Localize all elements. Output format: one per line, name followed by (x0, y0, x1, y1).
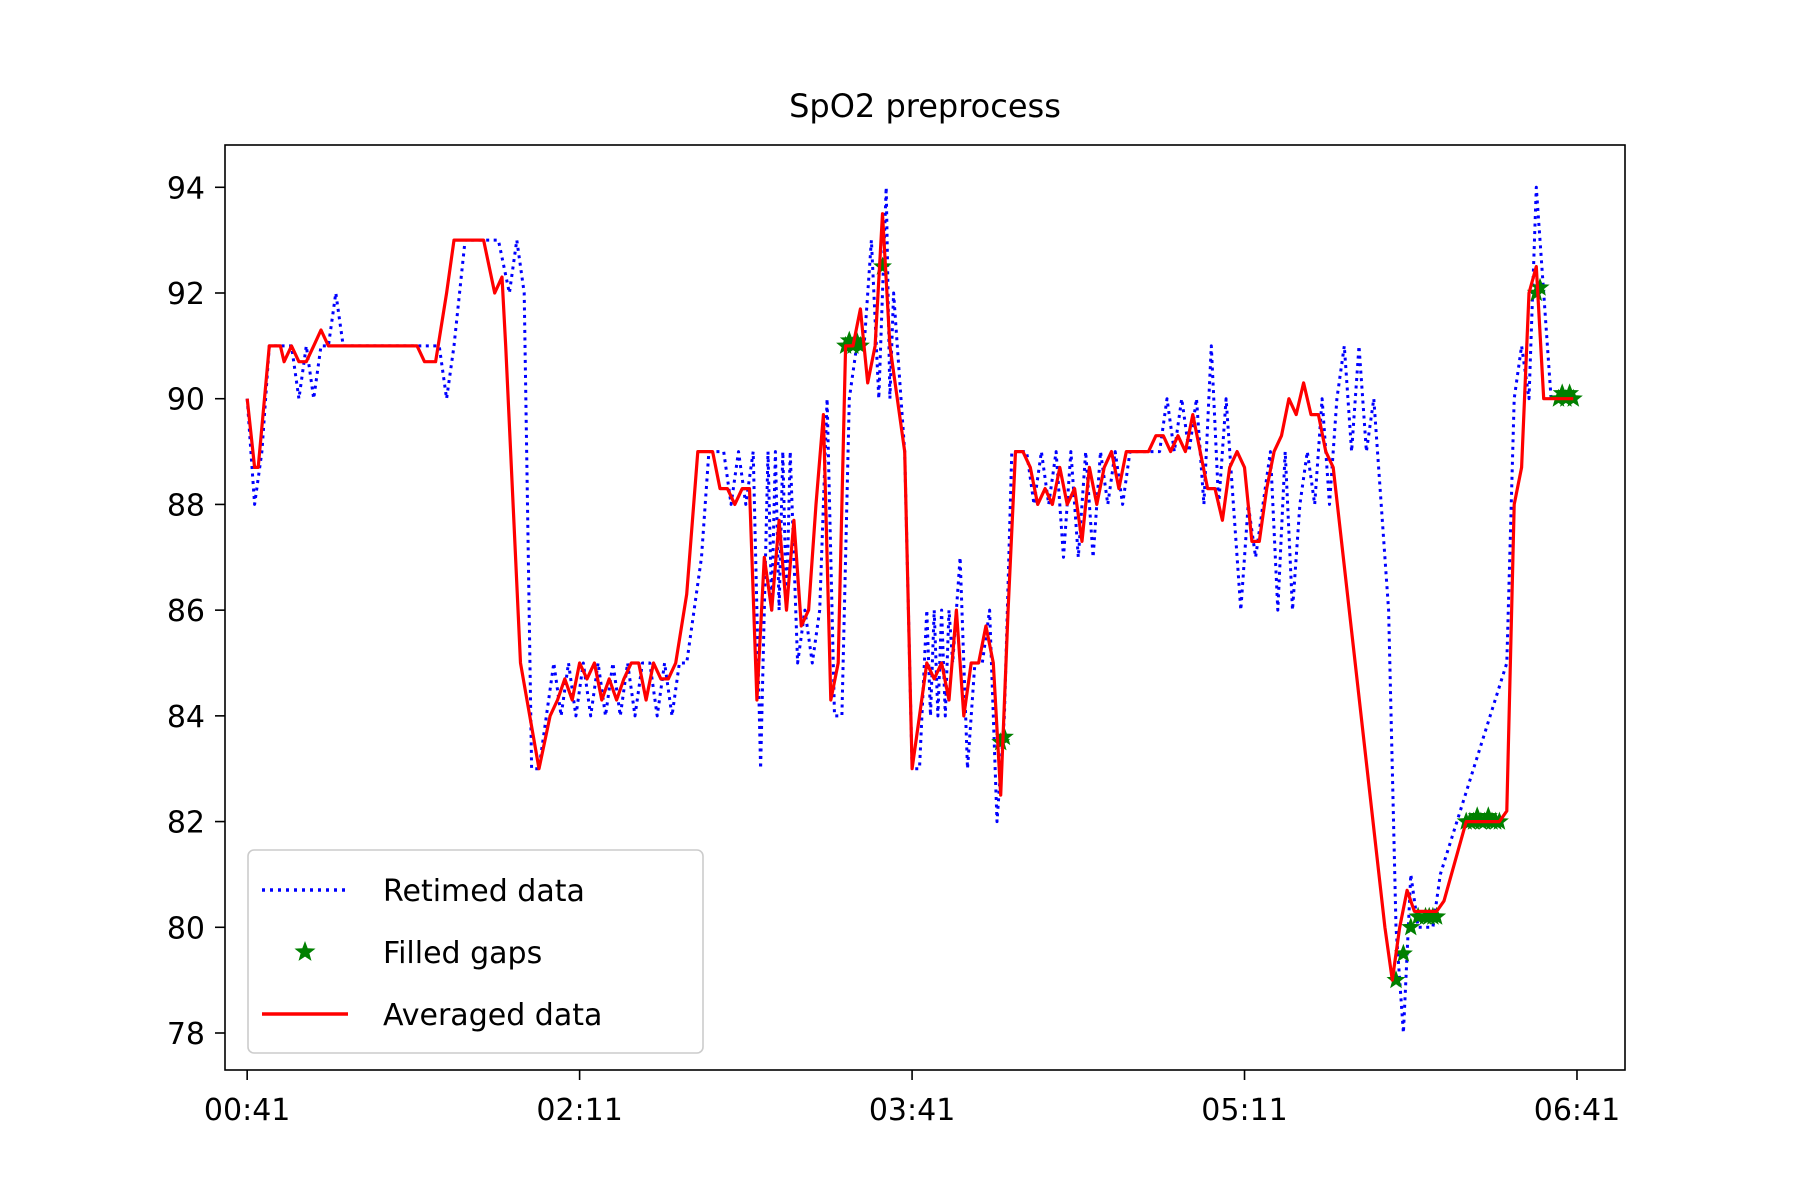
y-tick-label-86: 86 (167, 594, 205, 629)
axis-layer: 78 80 82 84 86 88 90 92 94 00:41 02:11 03:41 05:11 06… (167, 171, 1620, 1128)
y-tick-label-88: 88 (167, 488, 205, 523)
filled-gaps-point-11 (1408, 906, 1428, 925)
chart-title: SpO2 preprocess (789, 87, 1061, 125)
y-tick-label-90: 90 (167, 383, 205, 418)
legend-label-retimed-data: Retimed data (383, 874, 585, 909)
x-tick-label-0511: 05:11 (1201, 1093, 1287, 1128)
filled-gaps-point-3 (847, 330, 867, 349)
x-tick-label-0041: 00:41 (204, 1093, 290, 1128)
filled-gaps-point-4 (850, 335, 870, 354)
filled-gaps-point-1 (839, 330, 859, 349)
x-tick-label-0641: 06:41 (1534, 1093, 1620, 1128)
y-tick-label-94: 94 (167, 171, 205, 206)
filled-gaps-point-19 (1467, 806, 1487, 825)
filled-gaps-point-5 (873, 256, 892, 275)
y-tick-label-82: 82 (167, 806, 205, 841)
x-tick-label-0341: 03:41 (869, 1093, 955, 1128)
legend-swatch-filled-gaps (294, 941, 316, 961)
averaged-data-line (245, 212, 1574, 982)
filled-gaps-point-31 (1560, 383, 1580, 402)
filled-gaps-point-8 (1386, 970, 1406, 989)
filled-gaps-point-22 (1478, 806, 1498, 825)
legend-label-averaged-data: Averaged data (383, 998, 602, 1033)
filled-gaps-point-29 (1552, 383, 1572, 402)
legend: Retimed data Filled gaps Averaged data (247, 849, 704, 1054)
y-tick-label-92: 92 (167, 277, 205, 312)
y-tick-label-80: 80 (167, 911, 205, 946)
filled-gaps-point-10 (1401, 917, 1421, 936)
y-tick-label-78: 78 (167, 1017, 205, 1052)
y-tick-label-84: 84 (167, 700, 205, 735)
legend-box (247, 849, 704, 1054)
legend-label-filled-gaps: Filled gaps (383, 936, 542, 971)
x-tick-label-0211: 02:11 (536, 1093, 622, 1128)
filled-gaps-point-15 (1427, 906, 1447, 925)
plot-layer (245, 185, 1583, 1035)
filled-gaps-point-27 (1530, 277, 1550, 296)
filled-gaps-point-9 (1393, 943, 1413, 962)
plot-frame (224, 144, 1626, 1071)
